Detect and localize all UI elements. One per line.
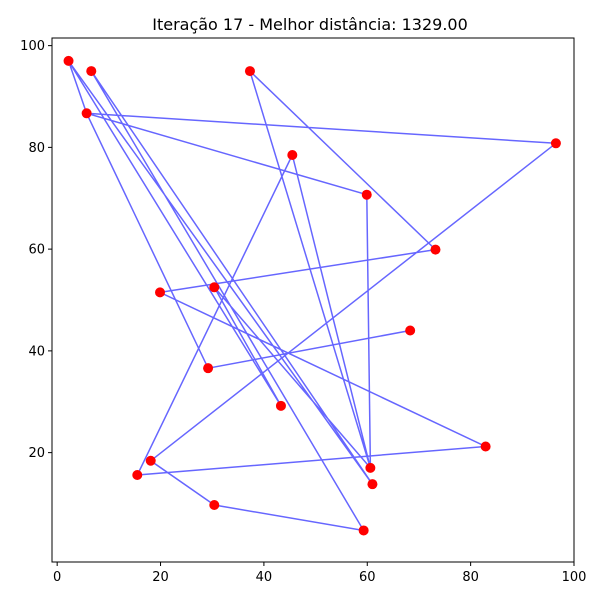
city-point [361, 189, 372, 200]
city-point [81, 108, 92, 119]
city-point [132, 470, 143, 481]
y-tick-label: 40 [28, 344, 45, 359]
chart-title: Iteração 17 - Melhor distância: 1329.00 [152, 15, 468, 34]
city-point [287, 150, 298, 161]
y-tick-label: 60 [28, 243, 45, 258]
plot-frame [51, 37, 575, 563]
y-tick-label: 80 [28, 141, 45, 156]
chart-marks [63, 55, 561, 536]
x-tick-label: 100 [562, 570, 587, 585]
city-point [145, 455, 156, 466]
city-point [365, 462, 376, 473]
axes: 0 20 40 60 80 100 20 40 60 80 100 [20, 39, 586, 585]
city-point [480, 441, 491, 452]
city-point [244, 66, 255, 77]
city-point [430, 244, 441, 255]
city-point [209, 282, 220, 293]
city-point [358, 525, 369, 536]
x-tick-label: 0 [53, 570, 61, 585]
tour-line [67, 60, 558, 532]
y-tick-label: 100 [20, 39, 45, 54]
city-point [367, 479, 378, 490]
city-point [86, 66, 97, 77]
x-tick-label: 60 [359, 570, 376, 585]
x-tick-label: 80 [462, 570, 479, 585]
x-tick-label: 20 [152, 570, 169, 585]
y-tick-label: 20 [28, 446, 45, 461]
city-point [155, 287, 166, 298]
city-point [405, 325, 416, 336]
city-point [203, 363, 214, 374]
city-point [550, 138, 561, 149]
city-point [209, 500, 220, 511]
city-point [275, 400, 286, 411]
city-point [63, 55, 74, 66]
x-tick-label: 40 [256, 570, 273, 585]
